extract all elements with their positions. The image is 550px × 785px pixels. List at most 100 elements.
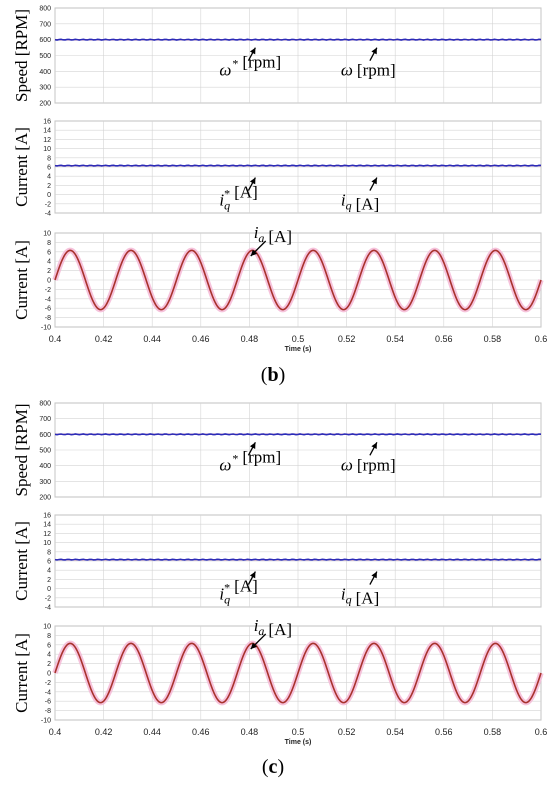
y-tick-label: 10 <box>43 231 51 238</box>
x-tick-label: 0.4 <box>49 727 62 737</box>
y-tick-label: 4 <box>47 652 51 659</box>
x-tick-label: 0.54 <box>386 727 404 737</box>
y-tick-label: 6 <box>47 249 51 256</box>
annotation-meas-unit: [rpm] <box>357 61 396 80</box>
annotation-ref-symbol: ω <box>219 61 231 80</box>
y-tick-label: 6 <box>47 559 51 566</box>
y-tick-label: -6 <box>45 699 51 706</box>
x-tick-label: 0.44 <box>143 727 161 737</box>
series-line <box>54 38 542 41</box>
subplot-c-3: 10 8 6 4 2 0 -2 -4 -6 -8 -10 Current [A] ia [A] <box>12 616 544 725</box>
y-tick-label: 10 <box>43 540 51 547</box>
annotation-meas-arrow-head <box>371 177 377 185</box>
y-tick-label: 6 <box>47 165 51 172</box>
y-tick-label: 14 <box>43 128 51 135</box>
y-tick-label: -2 <box>45 287 51 294</box>
series-line <box>54 249 542 311</box>
y-tick-label: 6 <box>47 642 51 649</box>
panel-label-letter: b <box>267 364 278 386</box>
panel-label-letter: c <box>269 756 278 778</box>
y-tick-label: -2 <box>45 680 51 687</box>
y-tick-label: 400 <box>39 463 51 470</box>
y-tick-label: 2 <box>47 661 51 668</box>
y-tick-label: 12 <box>43 137 51 144</box>
y-axis-label: Speed [RPM] <box>12 9 31 102</box>
x-tick-label: 0.52 <box>338 727 356 737</box>
annotation-ref-superscript: * <box>224 581 230 595</box>
y-tick-label: 200 <box>39 495 51 502</box>
annotation-ia-symbol: i <box>254 223 259 242</box>
y-axis-label: Current [A] <box>12 521 31 601</box>
subplot-b-3: 10 8 6 4 2 0 -2 -4 -6 -8 -10 Current [A] ia [A] <box>12 223 544 332</box>
annotation-meas-label: iq [A] <box>341 585 379 608</box>
annotation-ref-unit: [rpm] <box>242 447 281 466</box>
annotation-meas-symbol: i <box>341 191 346 210</box>
y-tick-label: 500 <box>39 53 51 60</box>
x-axis-label: Time (s) <box>285 346 312 353</box>
annotation-ia-arrow-head <box>250 642 258 649</box>
y-tick-label: -10 <box>41 718 51 725</box>
x-tick-label: 0.52 <box>338 334 356 344</box>
x-axis-label: Time (s) <box>285 739 312 746</box>
y-tick-label: -2 <box>45 201 51 208</box>
y-tick-label: 0 <box>47 671 51 678</box>
y-axis-label: Current [A] <box>12 633 31 713</box>
annotation-ia-unit: [A] <box>268 227 292 246</box>
x-tick-label: 0.48 <box>241 334 259 344</box>
annotation-meas-arrow-head <box>371 47 377 55</box>
y-tick-label: 4 <box>47 568 51 575</box>
annotation-meas-unit: [A] <box>356 589 380 608</box>
annotation-meas-label: ω [rpm] <box>341 455 396 474</box>
annotation-meas-unit: [A] <box>356 195 380 214</box>
x-tick-label: 0.58 <box>484 727 502 737</box>
x-tick-label: 0.46 <box>192 334 210 344</box>
annotation-ia-label: ia [A] <box>254 223 292 246</box>
y-tick-label: -8 <box>45 315 51 322</box>
y-tick-label: 8 <box>47 155 51 162</box>
annotation-meas-label: ω [rpm] <box>341 61 396 80</box>
annotation-ia-unit: [A] <box>268 620 292 639</box>
y-tick-label: 12 <box>43 531 51 538</box>
y-tick-label: -2 <box>45 595 51 602</box>
annotation-ref-subscript: q <box>224 199 230 213</box>
annotation-ref-unit: [A] <box>234 183 258 202</box>
annotation-ref-arrow-head <box>249 442 256 450</box>
series-line <box>54 164 542 167</box>
y-tick-label: 10 <box>43 146 51 153</box>
y-tick-label: 2 <box>47 183 51 190</box>
annotation-ref-subscript: q <box>224 593 230 607</box>
x-tick-label: 0.42 <box>95 334 113 344</box>
panel-label: (c) <box>262 756 284 778</box>
y-tick-label: -4 <box>45 211 51 218</box>
annotation-meas-unit: [rpm] <box>357 455 396 474</box>
series-line <box>54 433 542 436</box>
y-tick-label: -4 <box>45 689 51 696</box>
y-tick-label: 10 <box>43 624 51 631</box>
annotation-ref-unit: [rpm] <box>242 53 281 72</box>
y-axis-label: Current [A] <box>12 240 31 320</box>
y-axis-label: Speed [RPM] <box>12 403 31 496</box>
y-tick-label: 14 <box>43 522 51 529</box>
y-tick-label: 200 <box>39 101 51 108</box>
annotation-ref-label: iq* [A] <box>219 183 257 213</box>
y-tick-label: 800 <box>39 6 51 13</box>
annotation-meas-label: iq [A] <box>341 191 379 214</box>
annotation-ref-arrow-head <box>249 47 256 55</box>
y-tick-label: 700 <box>39 21 51 28</box>
y-tick-label: 2 <box>47 577 51 584</box>
series-line <box>54 558 542 561</box>
annotation-ia-label: ia [A] <box>254 616 292 639</box>
y-tick-label: 700 <box>39 416 51 423</box>
y-tick-label: 800 <box>39 401 51 408</box>
y-tick-label: 0 <box>47 278 51 285</box>
x-tick-label: 0.46 <box>192 727 210 737</box>
annotation-ia-subscript: a <box>258 624 264 638</box>
annotation-ia-symbol: i <box>254 616 259 635</box>
y-axis-label: Current [A] <box>12 127 31 207</box>
annotation-meas-subscript: q <box>346 199 352 213</box>
y-tick-label: 300 <box>39 85 51 92</box>
